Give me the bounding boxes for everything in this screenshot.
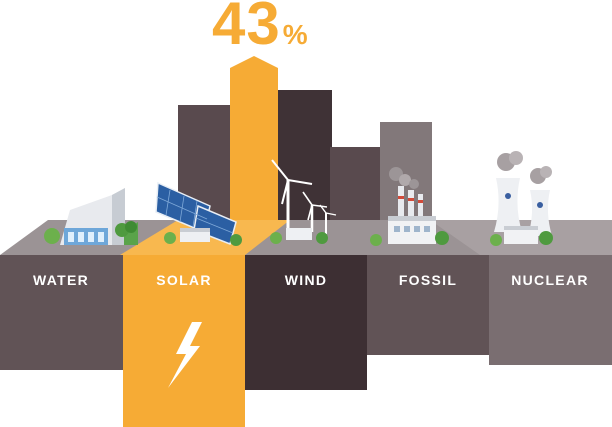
headline-percentage: 43%: [212, 0, 309, 65]
wind-turbine-icon: [270, 159, 337, 244]
headline-unit: %: [282, 19, 309, 50]
bar-water: [0, 255, 123, 370]
nuclear-power-plant-icon: [490, 151, 553, 246]
label-fossil: FOSSIL: [398, 272, 458, 288]
solar-panel-farm-icon: [155, 181, 242, 246]
label-solar: SOLAR: [156, 272, 212, 288]
bar-fossil: [367, 255, 489, 355]
bar-nuclear: [489, 255, 612, 365]
fossil-power-plant-icon: [370, 167, 449, 246]
label-wind: WIND: [284, 272, 328, 288]
lightning-bolt-icon: [168, 322, 202, 388]
hydro-dam-icon: [44, 188, 138, 245]
label-nuclear: NUCLEAR: [511, 272, 589, 288]
highlight-arrow-bar: [230, 56, 278, 228]
headline-value: 43: [212, 0, 281, 57]
bar-wind: [245, 255, 367, 390]
label-water: WATER: [32, 272, 89, 288]
back-bar-fossil: [330, 147, 380, 228]
